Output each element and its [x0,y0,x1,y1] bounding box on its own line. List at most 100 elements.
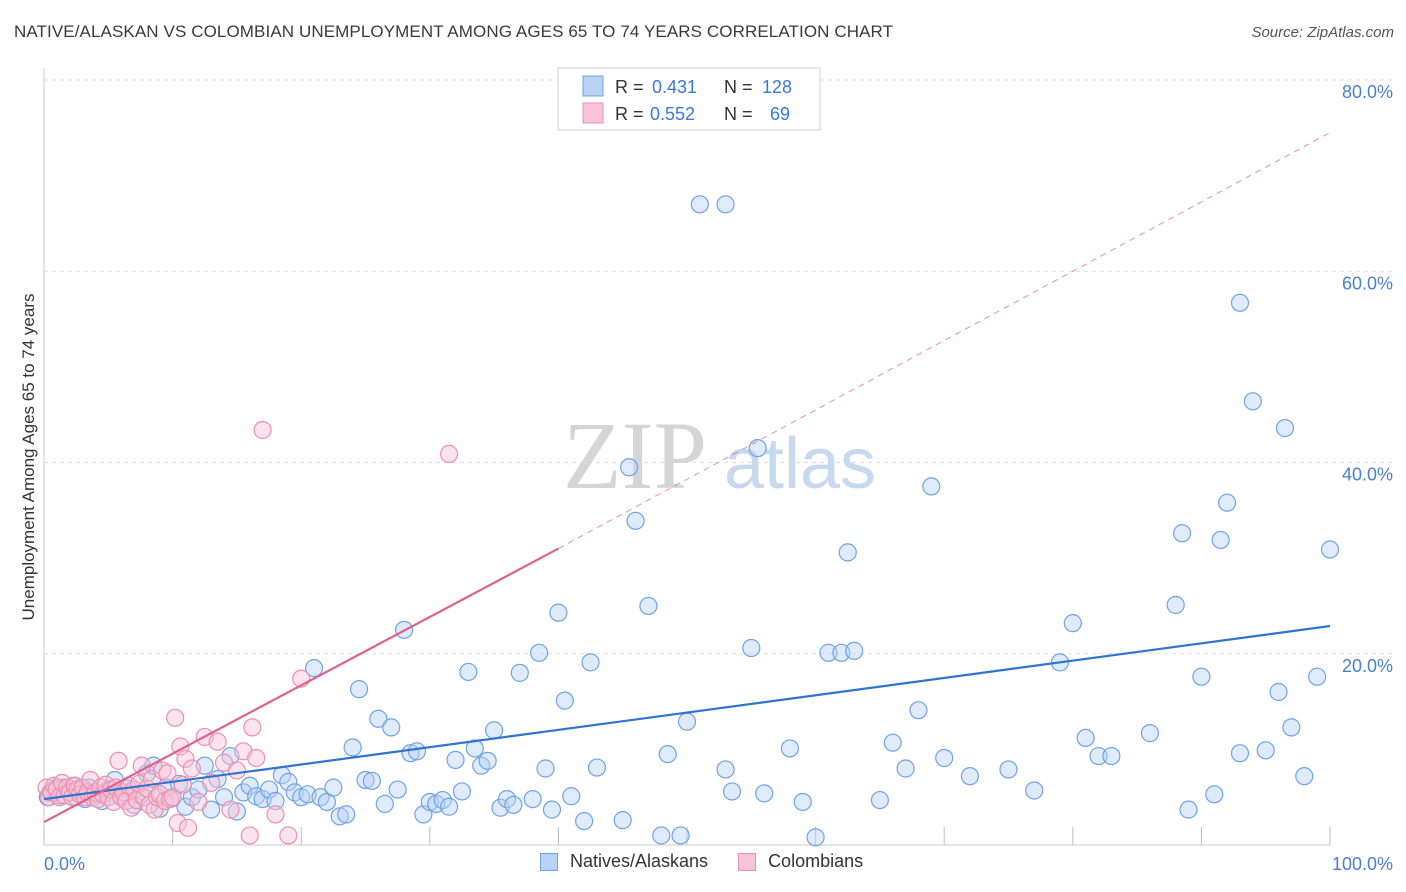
natives-alaskans-point-128 [1179,800,1198,819]
natives-alaskans-point-132 [1218,493,1237,512]
natives-alaskans-point-39 [259,780,279,799]
natives-alaskans-point-103 [755,784,774,803]
natives-alaskans-point-94 [658,745,677,764]
colombians-point-60 [208,732,227,751]
natives-alaskans-point-93 [652,826,671,845]
natives-alaskans-point-87 [581,653,600,672]
axes [43,68,1331,846]
colombians-point-49 [163,788,182,807]
tick-labels: 20.0% 40.0% 60.0% 80.0% 0.0% 100.0% [44,82,1393,874]
colombians-point-63 [227,761,246,780]
natives-alaskans-point-84 [555,691,574,710]
natives-alaskans-point-95 [671,826,690,845]
natives-alaskans-point-58 [382,718,401,737]
natives-alaskans-point-83 [549,603,568,622]
colombians-point-66 [243,718,262,737]
legend-r-value-pink: 0.552 [650,104,695,124]
legend-item-colombians: Colombians [738,851,863,872]
natives-alaskans-point-92 [639,596,658,616]
grid [44,79,1392,655]
natives-alaskans-point-113 [896,759,915,778]
colombians-point-48 [160,789,180,809]
natives-alaskans-point-105 [793,792,812,812]
natives-alaskans-point-99 [716,760,735,779]
natives-alaskans-point-78 [510,663,529,682]
natives-alaskans-point-111 [870,790,890,810]
natives-alaskans-point-81 [536,759,555,778]
colombians-point-56 [182,759,201,778]
colombians-point-69 [266,805,285,824]
natives-alaskans-point-141 [1308,667,1327,686]
legend-swatch-colombians [738,852,757,871]
colombians-point-47 [158,764,177,783]
legend-top: R = 0.431 N = 128 R = 0.552 N = 69 [557,67,821,131]
natives-alaskans-point-49 [324,778,343,797]
trend-line-colombians-extension [558,132,1331,550]
natives-alaskans-point-142 [1320,540,1340,559]
natives-alaskans-point-59 [388,780,407,799]
natives-alaskans-point-125 [1140,724,1160,743]
natives-alaskans-point-121 [1063,614,1082,633]
y-tick-label-1: 40.0% [1342,465,1393,485]
natives-alaskans-point-77 [504,795,523,814]
legend-r-label-pink: R = [615,104,644,124]
natives-alaskans-point-69 [452,782,472,801]
y-tick-label-3: 80.0% [1342,82,1393,102]
natives-alaskans-point-73 [478,751,497,770]
colombians-point-72 [439,444,459,463]
natives-alaskans-point-129 [1192,667,1211,686]
natives-alaskans-point-71 [465,739,484,758]
natives-alaskans-point-117 [960,767,980,786]
natives-alaskans-point-98 [716,195,735,214]
legend-swatch-pink [582,102,604,124]
natives-alaskans-point-102 [748,439,767,458]
natives-alaskans-point-140 [1295,767,1314,786]
natives-alaskans-point-89 [613,811,632,830]
natives-alaskans-point-90 [620,458,639,477]
natives-alaskans-point-62 [407,742,427,761]
legend-label-natives-alaskans: Natives/Alaskans [570,851,709,871]
colombians-point-57 [189,792,208,812]
colombians-point-34 [124,780,144,799]
natives-alaskans-point-34 [227,802,246,821]
natives-alaskans-point-136 [1256,741,1275,760]
natives-alaskans-point-116 [935,748,954,768]
natives-alaskans-point-40 [266,791,285,811]
colombians-point-67 [247,748,266,768]
legend-label-colombians: Colombians [768,851,864,871]
natives-alaskans-point-70 [459,662,478,682]
natives-alaskans-point-115 [922,477,941,496]
colombians-point-55 [178,818,198,837]
natives-alaskans-point-97 [690,195,709,214]
colombians-point-68 [253,420,272,440]
natives-alaskans-point-88 [587,758,607,777]
colombians-point-62 [221,800,240,819]
natives-alaskans-point-55 [362,771,382,791]
y-tick-label-2: 60.0% [1342,273,1393,293]
legend-n-label-pink: N = [724,104,753,124]
trend-line-natives-alaskans [43,624,1331,801]
colombians-point-59 [202,773,221,792]
natives-alaskans-point-131 [1211,530,1230,550]
natives-alaskans-point-127 [1173,524,1192,543]
y-axis-label: Unemployment Among Ages 65 to 74 years [19,294,38,621]
natives-alaskans-point-42 [279,772,298,791]
natives-alaskans-point-134 [1230,744,1250,763]
natives-alaskans-point-109 [838,543,857,562]
natives-alaskans-point-85 [562,787,581,806]
series-natives-alaskans [38,195,1340,847]
natives-alaskans-point-104 [780,739,799,758]
natives-alaskans-point-50 [330,807,349,826]
natives-alaskans-point-67 [439,797,459,816]
natives-alaskans-point-101 [742,638,761,658]
natives-alaskans-point-51 [337,805,356,824]
natives-alaskans-point-56 [369,709,388,728]
natives-alaskans-point-107 [819,643,838,662]
legend-swatch-blue [582,75,604,97]
colombians-point-50 [166,708,185,727]
natives-alaskans-point-124 [1102,746,1121,766]
natives-alaskans-point-86 [575,811,594,831]
natives-alaskans-point-110 [845,641,864,660]
colombians-point-70 [279,826,298,845]
